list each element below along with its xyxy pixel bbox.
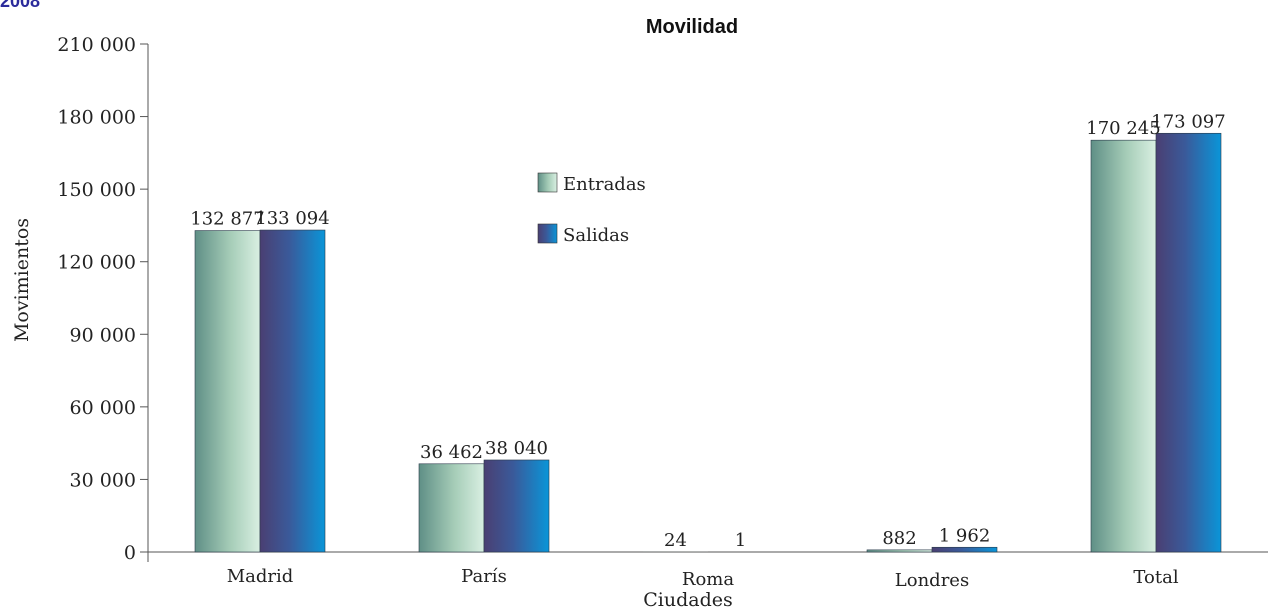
bar-entradas-total: [1090, 139, 1157, 553]
data-label: 36 462: [420, 442, 483, 463]
category-label: París: [461, 566, 507, 587]
category-label: Madrid: [227, 566, 294, 587]
legend-swatch-entradas: [537, 172, 558, 193]
category-label: Londres: [895, 570, 969, 591]
category-label: Total: [1133, 567, 1178, 588]
bar-entradas-londres: [866, 549, 933, 553]
bar-entradas-madrid: [194, 230, 261, 553]
y-tick-label: 150 000: [57, 179, 136, 201]
data-label: 24: [664, 530, 687, 551]
data-label: 1: [735, 530, 746, 551]
report-year-label: 2008: [0, 0, 41, 11]
bar-series: [194, 132, 1222, 553]
y-axis-ticks: 0 30 000 60 000 90 000 120 000 150 000 180 000…: [57, 34, 148, 564]
data-label: 170 245: [1086, 118, 1160, 139]
data-label: 133 094: [255, 208, 329, 229]
data-label: 132 877: [190, 209, 264, 230]
y-tick-label: 210 000: [57, 34, 136, 56]
data-label: 173 097: [1151, 111, 1225, 132]
legend-swatch-salidas: [537, 223, 558, 244]
bar-salidas-madrid: [259, 229, 326, 553]
bar-salidas-parís: [483, 459, 550, 553]
category-label: Roma: [682, 569, 734, 590]
bar-salidas-total: [1155, 132, 1222, 553]
y-tick-label: 0: [124, 542, 136, 564]
y-tick-label: 180 000: [57, 107, 136, 129]
y-tick-label: 90 000: [70, 324, 136, 346]
category-labels: Madrid París Roma Londres Total: [227, 566, 1179, 591]
data-label: 882: [882, 528, 916, 549]
bar-entradas-parís: [418, 463, 485, 553]
y-tick-label: 30 000: [70, 469, 136, 491]
data-label: 38 040: [485, 438, 548, 459]
legend-label-salidas: Salidas: [563, 225, 629, 246]
legend-label-entradas: Entradas: [563, 174, 646, 195]
legend: Entradas Salidas: [537, 172, 646, 246]
x-axis-label: Ciudades: [643, 589, 733, 609]
bar-salidas-londres: [931, 546, 998, 553]
y-tick-label: 60 000: [70, 397, 136, 419]
y-tick-label: 120 000: [57, 252, 136, 274]
y-axis-label: Movimientos: [11, 218, 33, 342]
chart-title: Movilidad: [646, 16, 738, 38]
data-label: 1 962: [939, 525, 991, 546]
